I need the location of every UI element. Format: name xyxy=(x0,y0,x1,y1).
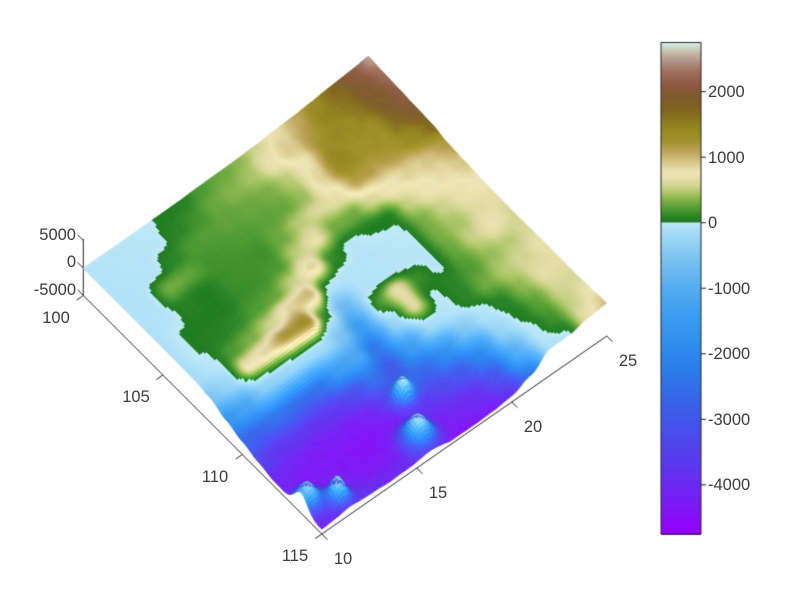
x-tick-label: 115 xyxy=(281,546,309,565)
z-tick-label: 5000 xyxy=(39,225,76,244)
colorbar-tick-label: -3000 xyxy=(708,410,751,429)
y-tick-label: 10 xyxy=(333,549,353,568)
z-tick-label: 0 xyxy=(66,252,76,271)
colorbar-tick-label: -2000 xyxy=(708,344,751,363)
colorbar-tick-label: 1000 xyxy=(708,148,745,167)
y-tick-label: 15 xyxy=(428,483,448,502)
colorbar-tick-label: 0 xyxy=(708,213,718,232)
y-tick-label: 25 xyxy=(618,351,638,370)
z-tick-label: -5000 xyxy=(33,280,76,299)
y-tick-label: 20 xyxy=(523,417,543,436)
x-tick-label: 105 xyxy=(122,387,150,406)
x-tick-label: 110 xyxy=(201,467,229,486)
colorbar-tick-label: 2000 xyxy=(708,82,745,101)
x-tick-label: 100 xyxy=(42,308,70,327)
colorbar-tick-label: -4000 xyxy=(708,475,751,494)
colorbar-tick-label: -1000 xyxy=(708,279,751,298)
